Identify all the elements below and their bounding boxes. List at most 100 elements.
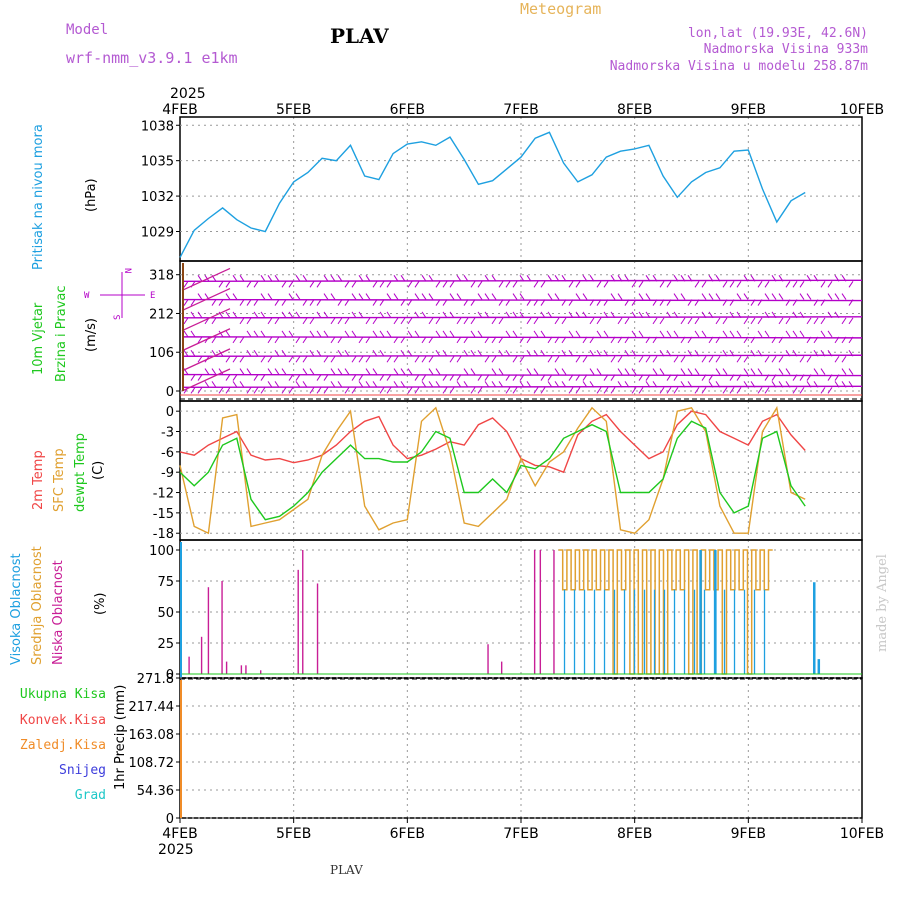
wind-barb xyxy=(191,331,195,337)
wind-barb xyxy=(744,318,748,324)
legend-snijeg: Snijeg xyxy=(59,763,106,778)
wind-barb xyxy=(751,318,755,324)
legend-ukupna: Ukupna Kisa xyxy=(20,687,106,702)
wind-ytick-label: 0 xyxy=(166,385,174,400)
wind-barb xyxy=(786,318,790,324)
compass-n: N xyxy=(122,268,132,273)
wind-barb-row xyxy=(182,300,862,301)
wind-barb xyxy=(219,281,223,287)
wind-barb xyxy=(345,369,349,375)
wind-barb xyxy=(443,331,447,337)
wind-barb xyxy=(779,369,783,375)
wind-barb-row xyxy=(182,337,862,338)
wind-barb xyxy=(527,369,531,375)
wind-barb xyxy=(744,356,748,362)
wind-barb xyxy=(695,387,699,393)
cloud-ytick-label: 100 xyxy=(149,544,174,559)
year-top: 2025 xyxy=(170,86,206,102)
wind-barb xyxy=(702,281,706,287)
wind-barb xyxy=(576,331,580,337)
cloud-mid-ylabel: Srednja Oblacnost xyxy=(30,546,45,665)
wind-barb xyxy=(765,281,769,287)
wind-barb xyxy=(408,281,412,287)
wind-barb xyxy=(296,294,300,300)
wind-barb xyxy=(198,275,202,281)
wind-barb xyxy=(737,281,741,287)
wind-barb xyxy=(660,318,664,324)
wind-barb xyxy=(387,387,391,393)
wind-barb xyxy=(317,331,321,337)
wind-barb xyxy=(737,387,741,393)
wind-barb xyxy=(247,318,251,324)
wind-barb xyxy=(366,318,370,324)
wind-barb xyxy=(513,331,517,337)
wind-barb xyxy=(492,369,496,375)
cloud-low-ylabel: Niska Oblacnost xyxy=(51,560,66,665)
wind-barb xyxy=(793,387,797,393)
wind-barb xyxy=(576,356,580,362)
pressure-ytick-label: 1035 xyxy=(141,155,174,170)
wind-barb xyxy=(828,387,832,393)
wind-barb xyxy=(338,369,342,375)
wind-barb xyxy=(471,281,475,287)
wind-barb xyxy=(366,356,370,362)
wind-barb xyxy=(373,318,377,324)
wind-barb xyxy=(765,331,769,337)
wind-barb xyxy=(569,281,573,287)
wind-barb xyxy=(478,294,482,300)
wind-barb xyxy=(261,331,265,337)
wind-barb xyxy=(324,356,328,362)
wind-barb xyxy=(541,387,545,393)
wind-barb xyxy=(282,350,286,356)
x-tick-label-top: 5FEB xyxy=(276,102,311,118)
wind-barb xyxy=(604,331,608,337)
wind-barb xyxy=(828,281,832,287)
wind-barb xyxy=(240,275,244,281)
compass-w: W xyxy=(84,291,90,301)
wind-barb xyxy=(548,294,552,300)
wind-barb xyxy=(681,356,685,362)
precip-unit: 1hr Precip (mm) xyxy=(113,685,128,790)
wind-barb xyxy=(730,331,734,337)
temp-ytick-label: 0 xyxy=(166,405,174,420)
wind-barb xyxy=(541,281,545,287)
temp2m-ylabel: 2m Temp xyxy=(31,450,46,510)
wind-barb xyxy=(849,318,853,324)
wind-barb xyxy=(289,281,293,287)
wind-barb xyxy=(310,331,314,337)
wind-barb xyxy=(611,387,615,393)
wind-barb xyxy=(723,387,727,393)
wind-barb xyxy=(534,318,538,324)
wind-barb xyxy=(303,318,307,324)
wind-barb xyxy=(254,312,258,318)
wind-barb xyxy=(793,331,797,337)
wind-barb xyxy=(779,294,783,300)
wind-barb xyxy=(275,337,279,343)
wind-barb xyxy=(562,369,566,375)
x-tick-label-bottom: 6FEB xyxy=(390,826,425,842)
wind-barb xyxy=(632,387,636,393)
wind-barb xyxy=(324,294,328,300)
wind-barb xyxy=(681,369,685,375)
wind-barb xyxy=(772,356,776,362)
temp-ytick-label: -18 xyxy=(153,527,174,542)
cloud-unit: (%) xyxy=(93,593,108,616)
wind-barb xyxy=(415,281,419,287)
wind-barb xyxy=(464,369,468,375)
wind-barb xyxy=(282,312,286,318)
wind-barb xyxy=(786,369,790,375)
wind-barb xyxy=(184,281,188,287)
dewpt-ylabel: dewpt Temp xyxy=(73,433,88,512)
wind-barb xyxy=(212,381,216,387)
wind-barb xyxy=(233,356,237,362)
wind-barb xyxy=(709,294,713,300)
wind-barb xyxy=(198,294,202,300)
wind-barb xyxy=(240,337,244,343)
wind-barb xyxy=(639,281,643,287)
wind-barb xyxy=(436,318,440,324)
credit-label: made by Angel xyxy=(875,554,890,652)
wind-barb xyxy=(394,369,398,375)
wind-barb xyxy=(436,331,440,337)
wind-barb xyxy=(513,281,517,287)
wind-barb xyxy=(821,318,825,324)
